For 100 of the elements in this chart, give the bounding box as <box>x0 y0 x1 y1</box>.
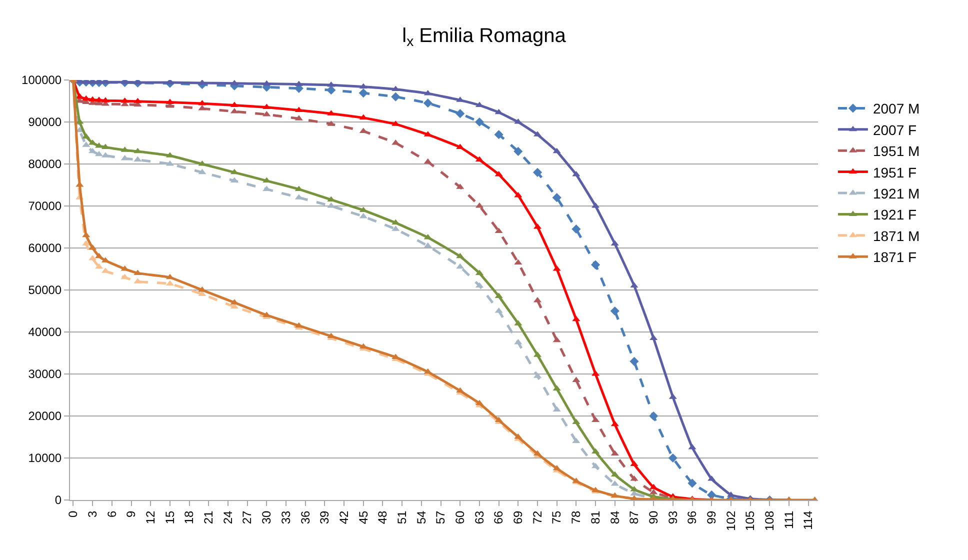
point <box>552 148 561 154</box>
point <box>230 177 238 183</box>
y-tick-label: 20000 <box>28 409 62 424</box>
point <box>134 148 142 154</box>
x-tick-label: 36 <box>298 510 312 524</box>
y-tick-label: 70000 <box>28 199 62 214</box>
x-tick-label: 81 <box>588 510 602 524</box>
x-tick-label: 54 <box>414 510 428 524</box>
point <box>474 117 484 127</box>
x-tick-label: 108 <box>762 510 777 531</box>
point <box>650 484 658 490</box>
x-tick-label: 93 <box>666 510 680 524</box>
point <box>230 168 238 174</box>
chart-title: l$_{x}$ Emilia Romagna <box>402 25 567 50</box>
point <box>532 168 542 177</box>
x-tick-label: 99 <box>704 510 718 524</box>
point <box>424 368 432 374</box>
x-tick-label: 111 <box>782 510 796 530</box>
point <box>572 376 580 382</box>
y-tick-label: 60000 <box>28 241 62 256</box>
point <box>688 478 697 488</box>
x-tick-label: 63 <box>472 510 486 524</box>
point <box>552 336 561 342</box>
x-tick-label: 24 <box>220 510 235 524</box>
point <box>82 95 90 101</box>
point <box>494 292 503 298</box>
x-tick-label: 69 <box>511 510 526 524</box>
x-tick-label: 27 <box>240 510 254 524</box>
x-tick-label: 105 <box>743 510 758 531</box>
point <box>134 156 142 162</box>
x-tick-label: 9 <box>124 510 138 518</box>
x-tick-label: 102 <box>724 510 738 531</box>
x-tick-label: 3 <box>85 510 100 518</box>
point <box>514 146 523 156</box>
point <box>610 450 619 456</box>
x-tick-label: 60 <box>453 510 468 524</box>
point <box>198 168 206 174</box>
point <box>630 460 638 466</box>
x-tick-label: 96 <box>685 510 700 524</box>
point <box>326 86 336 95</box>
y-tick-label: 90000 <box>28 115 62 130</box>
legend-label: 1921 M <box>872 185 920 202</box>
point <box>494 130 504 140</box>
legend-label: 2007 F <box>872 122 917 138</box>
x-tick-label: 75 <box>550 510 564 524</box>
x-tick-label: 51 <box>394 510 409 524</box>
y-tick-label: 50000 <box>28 283 62 298</box>
y-tick-label: 40000 <box>28 325 62 340</box>
legend-label: 1951 M <box>872 143 920 160</box>
point <box>262 110 271 116</box>
point <box>649 411 658 421</box>
point <box>552 193 562 202</box>
x-tick-label: 42 <box>336 510 351 524</box>
y-tick-label: 0 <box>54 493 62 508</box>
x-tick-label: 45 <box>356 510 370 524</box>
point <box>166 98 174 104</box>
point <box>391 92 400 102</box>
point <box>424 242 432 248</box>
x-tick-label: 48 <box>376 510 390 524</box>
legend-label: 1921 F <box>872 206 917 223</box>
point <box>572 224 581 234</box>
point <box>630 282 638 288</box>
point <box>82 232 90 238</box>
y-tick-label: 100000 <box>22 73 62 88</box>
legend-label: 2007 M <box>872 100 920 117</box>
x-tick-label: 15 <box>162 510 177 524</box>
point <box>358 88 368 98</box>
x-tick-label: 114 <box>801 510 816 530</box>
point <box>456 252 464 258</box>
x-tick-label: 90 <box>646 510 660 524</box>
legend-label: 1871 M <box>872 228 920 244</box>
point <box>572 418 580 424</box>
legend-label: 1951 F <box>872 164 917 180</box>
point <box>572 316 580 322</box>
x-tick-label: 12 <box>144 510 158 524</box>
x-tick-label: 33 <box>278 510 293 524</box>
point <box>230 303 238 309</box>
point <box>650 488 658 494</box>
x-tick-label: 18 <box>182 510 196 524</box>
point <box>650 334 658 340</box>
point <box>630 356 639 366</box>
point <box>134 98 142 104</box>
x-tick-label: 39 <box>318 510 332 524</box>
point <box>610 306 620 316</box>
point <box>610 471 619 477</box>
y-tick-label: 80000 <box>28 157 62 172</box>
x-tick-label: 72 <box>530 510 544 524</box>
point <box>456 263 464 269</box>
x-tick-label: 57 <box>434 510 448 524</box>
point <box>82 240 90 246</box>
point <box>610 240 619 246</box>
point <box>424 158 432 164</box>
x-tick-label: 66 <box>492 510 506 524</box>
x-tick-label: 84 <box>608 510 622 524</box>
point <box>424 90 432 96</box>
point <box>262 104 271 110</box>
legend-label: 1871 F <box>872 249 917 266</box>
point <box>590 260 600 270</box>
x-tick-label: 87 <box>627 510 642 524</box>
x-tick-label: 30 <box>260 510 274 524</box>
